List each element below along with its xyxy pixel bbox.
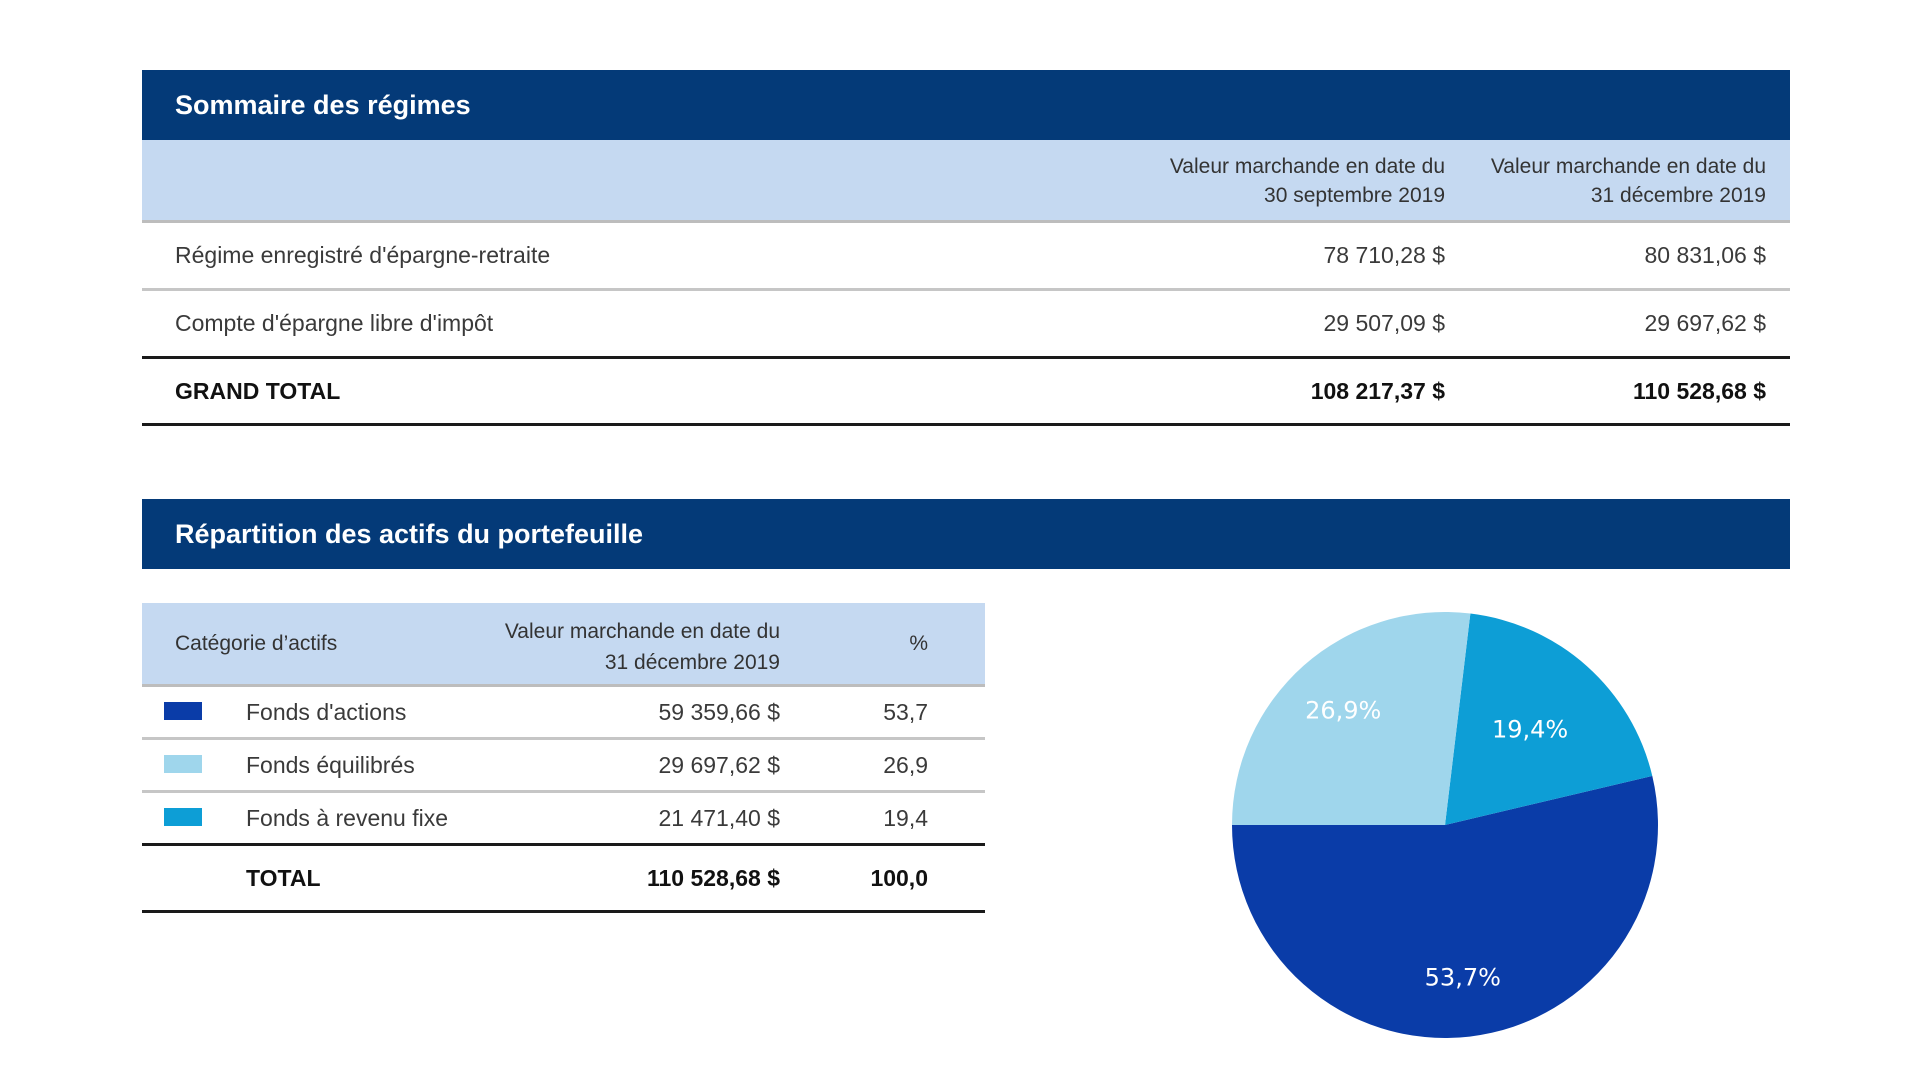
row-name: Fonds équilibrés [246,751,415,778]
row-value-sept: 29 507,09 $ [1323,310,1445,336]
summary-title: Sommaire des régimes [142,70,1790,140]
row-label: Compte d'épargne libre d'impôt [175,310,494,336]
row-value: 59 359,66 $ [658,698,780,725]
row-name: Fonds d'actions [246,698,407,725]
summary-grand-total-row: GRAND TOTAL 108 217,37 $ 110 528,68 $ [142,359,1790,426]
summary-col-dec-line2: 31 décembre 2019 [1590,184,1766,207]
row-value-dec: 29 697,62 $ [1644,310,1766,336]
total-value: 110 528,68 $ [646,864,780,891]
summary-col-sept-line1: Valeur marchande en date du [1169,155,1445,178]
pie-label-actions: 53,7% [1425,963,1501,991]
row-pct: 53,7 [883,698,928,725]
col-value-line2: 31 décembre 2019 [604,651,780,674]
pie-slice-equilibres [1232,612,1471,825]
grand-total-label: GRAND TOTAL [175,377,341,404]
allocation-total-row: TOTAL 110 528,68 $ 100,0 [142,846,985,913]
pie-slice-actions [1232,775,1658,1038]
summary-col-sept: Valeur marchande en date du 30 septembre… [1125,152,1445,210]
col-category: Catégorie d’actifs [175,632,338,655]
allocation-pie-chart: 53,7% 19,4% 26,9% [1232,612,1658,1038]
pie-label-revenu-fixe: 19,4% [1492,716,1568,744]
allocation-title: Répartition des actifs du portefeuille [142,499,1790,569]
allocation-row-revenu-fixe: Fonds à revenu fixe 21 471,40 $ 19,4 [142,793,985,846]
summary-col-dec: Valeur marchande en date du 31 décembre … [1446,152,1766,210]
legend-swatch-revenu-fixe [164,808,202,826]
summary-row-reer: Régime enregistré d'épargne-retraite 78 … [142,223,1790,291]
pie-slice-revenu-fixe [1445,613,1653,825]
summary-row-celi: Compte d'épargne libre d'impôt 29 507,09… [142,291,1790,359]
allocation-table: Catégorie d’actifs Valeur marchande en d… [142,603,985,913]
row-name: Fonds à revenu fixe [246,804,449,831]
summary-table: Valeur marchande en date du 30 septembre… [142,140,1790,426]
summary-header-row: Valeur marchande en date du 30 septembre… [142,140,1790,223]
row-pct: 26,9 [883,751,928,778]
grand-total-sept: 108 217,37 $ [1310,377,1445,404]
row-value-sept: 78 710,28 $ [1323,242,1445,268]
allocation-header-row: Catégorie d’actifs Valeur marchande en d… [142,603,985,687]
row-value: 21 471,40 $ [658,804,780,831]
row-value: 29 697,62 $ [658,751,780,778]
total-pct: 100,0 [870,864,928,891]
col-pct: % [909,632,928,655]
allocation-row-equilibres: Fonds équilibrés 29 697,62 $ 26,9 [142,740,985,793]
total-label: TOTAL [246,864,321,891]
legend-swatch-actions [164,702,202,720]
summary-col-sept-line2: 30 septembre 2019 [1264,184,1445,207]
row-pct: 19,4 [883,804,928,831]
col-value-line1: Valeur marchande en date du [504,620,780,643]
grand-total-dec: 110 528,68 $ [1632,377,1766,404]
col-value: Valeur marchande en date du 31 décembre … [480,616,780,678]
pie-label-equilibres: 26,9% [1305,696,1381,724]
legend-swatch-equilibres [164,755,202,773]
summary-col-dec-line1: Valeur marchande en date du [1490,155,1766,178]
row-value-dec: 80 831,06 $ [1644,242,1766,268]
row-label: Régime enregistré d'épargne-retraite [175,242,551,268]
allocation-row-actions: Fonds d'actions 59 359,66 $ 53,7 [142,687,985,740]
